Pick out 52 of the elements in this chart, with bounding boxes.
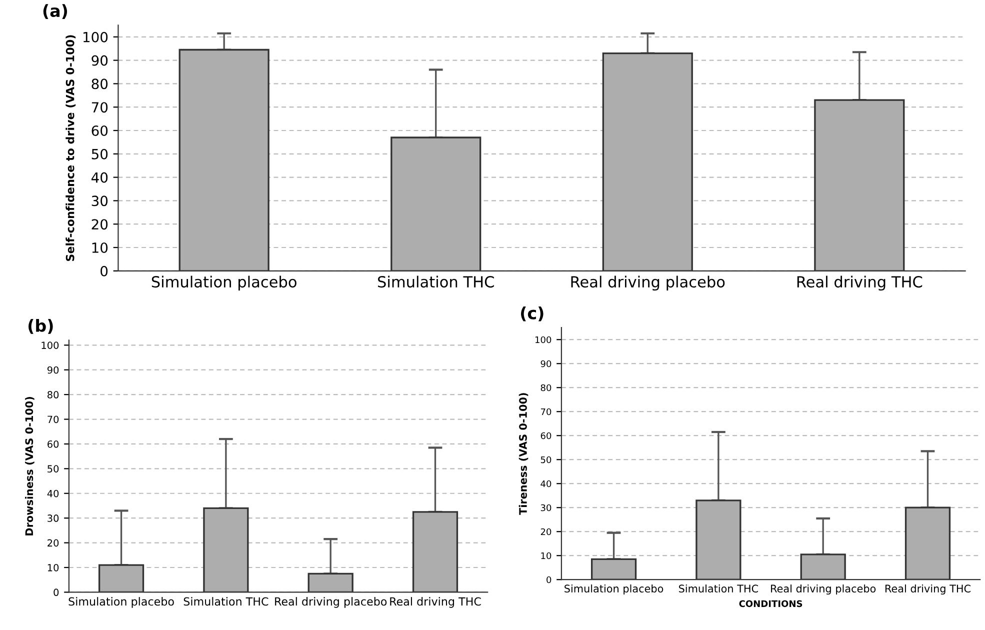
- y-tick-label: 20: [48, 539, 59, 547]
- y-tick-label: 60: [48, 440, 59, 448]
- y-tick-label: 50: [540, 456, 552, 464]
- x-tick-label: Simulation placebo: [564, 584, 664, 595]
- y-axis-title: Self-confidence to drive (VAS 0-100): [66, 35, 76, 261]
- y-tick-label: 100: [42, 342, 59, 349]
- x-axis-title: CONDITIONS: [739, 600, 802, 608]
- text: (c): [521, 306, 544, 322]
- text: (a): [43, 4, 68, 20]
- y-tick-label: 80: [92, 78, 108, 90]
- y-tick-label: 90: [92, 55, 108, 66]
- y-tick-label: 30: [48, 514, 59, 522]
- y-tick-label: 10: [541, 552, 552, 560]
- text: (b): [28, 319, 53, 334]
- x-tick-label: Real driving placebo: [275, 597, 387, 608]
- x-tick-label: Simulation THC: [678, 584, 758, 593]
- y-tick-label: 70: [540, 408, 552, 416]
- x-tick-label: Real driving THC: [885, 584, 970, 595]
- x-tick-label: Simulation placebo: [68, 597, 174, 608]
- y-tick-label: 30: [540, 504, 552, 512]
- y-axis-title: Drowsiness (VAS 0-100): [25, 396, 34, 536]
- y-tick-label: 70: [48, 416, 59, 424]
- y-tick-label: 10: [48, 564, 59, 572]
- y-tick-label: 30: [92, 196, 108, 206]
- y-tick-label: 0: [54, 588, 59, 596]
- y-tick-label: 60: [540, 432, 552, 440]
- y-tick-label: 40: [91, 172, 108, 183]
- y-tick-label: 60: [92, 125, 108, 136]
- y-tick-label: 70: [92, 102, 108, 113]
- x-tick-label: Real driving THC: [390, 597, 481, 608]
- x-tick-label: Real driving placebo: [771, 584, 876, 595]
- y-tick-label: 40: [47, 490, 59, 498]
- y-tick-label: 100: [83, 32, 108, 42]
- y-tick-label: 0: [100, 266, 108, 276]
- y-tick-label: 20: [92, 219, 108, 230]
- x-tick-label: Simulation THC: [184, 597, 268, 606]
- y-tick-label: 20: [540, 528, 552, 536]
- y-tick-label: 40: [540, 480, 552, 488]
- y-tick-label: 80: [48, 391, 59, 398]
- y-tick-label: 90: [540, 360, 552, 368]
- y-axis-title: Tireness (VAS 0-100): [518, 393, 528, 515]
- y-tick-label: 90: [47, 366, 59, 374]
- x-tick-label: Simulation placebo: [152, 276, 296, 291]
- x-tick-label: Real driving placebo: [571, 276, 725, 291]
- y-tick-label: 100: [535, 336, 552, 344]
- y-tick-label: 0: [546, 576, 552, 584]
- x-tick-label: Simulation THC: [378, 276, 494, 288]
- y-tick-label: 80: [540, 384, 552, 392]
- y-tick-label: 10: [92, 242, 108, 253]
- x-tick-label: Real driving THC: [797, 276, 922, 291]
- y-tick-label: 50: [92, 148, 108, 160]
- y-tick-label: 50: [48, 465, 59, 472]
